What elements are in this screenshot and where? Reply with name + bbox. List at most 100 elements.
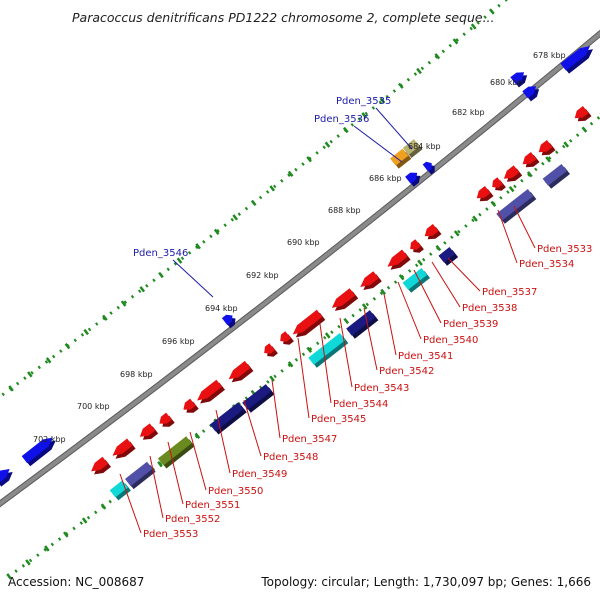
label-leader-line — [167, 441, 184, 505]
label-leader-line — [172, 259, 214, 298]
reverse-gene-label: Pden_3553 — [143, 529, 198, 540]
reverse-gene-label: Pden_3538 — [462, 303, 517, 314]
cog-box — [402, 268, 430, 293]
cog-box — [209, 402, 247, 435]
reverse-gene-label: Pden_3533 — [537, 244, 592, 255]
reverse-gene-arrow — [264, 343, 278, 357]
forward-gene-arrow — [560, 46, 593, 74]
map-title: Paracoccus denitrificans PD1222 chromoso… — [72, 10, 495, 25]
label-leader-line — [189, 431, 207, 491]
cog-box — [346, 310, 379, 339]
forward-gene-arrow — [405, 172, 421, 187]
cog-box — [402, 139, 423, 158]
label-leader-line — [447, 257, 481, 292]
cog-box — [242, 384, 275, 413]
ruler-tick-label: 702 kbp — [33, 435, 66, 444]
cog-box — [308, 333, 349, 368]
forward-gene-arrow — [510, 72, 528, 88]
reverse-gene-label: Pden_3547 — [282, 434, 337, 445]
reverse-gene-label: Pden_3543 — [354, 383, 409, 394]
ruler-tick-label: 696 kbp — [162, 337, 195, 346]
reverse-gene-arrow — [360, 271, 382, 290]
reverse-gene-label: Pden_3549 — [232, 469, 287, 480]
inner-major-ticks — [6, 112, 600, 580]
cog-box — [157, 436, 195, 469]
forward-gene-arrow — [221, 314, 236, 329]
reverse-gene-arrow — [91, 456, 111, 475]
backbone-layer — [0, 29, 600, 508]
label-leader-line — [319, 323, 332, 404]
reverse-gene-arrow — [280, 331, 294, 345]
ruler-tick-label: 692 kbp — [246, 271, 279, 280]
label-leader-line — [215, 409, 231, 474]
cog-box — [438, 247, 459, 266]
label-leader-line — [375, 107, 413, 150]
reverse-gene-label: Pden_3550 — [208, 486, 263, 497]
ruler-tick-label: 682 kbp — [452, 108, 485, 117]
cog-box — [542, 164, 570, 189]
label-leader-line — [383, 293, 397, 356]
reverse-gene-arrow — [476, 186, 494, 202]
cog-box — [496, 189, 537, 224]
cog-box — [390, 148, 412, 169]
outer-ruler — [0, 0, 509, 399]
reverse-gene-label: Pden_3541 — [398, 351, 453, 362]
reverse-gene-arrow — [503, 165, 523, 182]
label-leader-line — [431, 261, 461, 308]
backbone — [0, 30, 600, 507]
reverse-gene-label: Pden_3542 — [379, 366, 434, 377]
reverse-gene-label: Pden_3545 — [311, 414, 366, 425]
reverse-gene-arrow — [522, 152, 540, 168]
reverse-gene-arrow — [387, 249, 411, 270]
reverse-gene-label: Pden_3551 — [185, 500, 240, 511]
reverse-gene-arrow — [183, 398, 199, 413]
ruler-tick-label: 680 kbp — [490, 78, 523, 87]
cog-box — [125, 461, 156, 490]
forward-gene-arrow — [21, 437, 56, 467]
reverse-gene-arrow — [574, 106, 592, 122]
ruler-tick-label: 694 kbp — [205, 304, 238, 313]
ruler-tick-label: 686 kbp — [369, 174, 402, 183]
ruler-tick-label: 698 kbp — [120, 370, 153, 379]
reverse-gene-label: Pden_3534 — [519, 259, 574, 270]
reverse-gene-arrow — [292, 309, 326, 338]
reverse-gene-arrow — [538, 140, 556, 156]
reverse-gene-label: Pden_3540 — [423, 335, 478, 346]
accession-text: Accession: NC_008687 — [8, 575, 145, 589]
label-leader-line — [513, 205, 536, 249]
reverse-gene-label: Pden_3548 — [263, 452, 318, 463]
reverse-gene-arrow — [112, 438, 136, 459]
reverse-gene-label: Pden_3552 — [165, 514, 220, 525]
ruler-tick-label: 678 kbp — [533, 51, 566, 60]
reverse-gene-label: Pden_3539 — [443, 319, 498, 330]
forward-gene-label: Pden_3546 — [133, 248, 188, 259]
label-leader-line — [413, 269, 442, 324]
forward-gene-arrow — [0, 469, 13, 487]
ruler-tick-label: 688 kbp — [328, 206, 361, 215]
cog-box — [109, 480, 131, 501]
label-leader-line — [363, 307, 378, 371]
reverse-gene-arrow — [228, 360, 254, 383]
label-leader-line — [339, 317, 353, 388]
ruler-tick-label: 684 kbp — [408, 142, 441, 151]
label-leader-line — [353, 125, 403, 163]
reverse-gene-arrow — [424, 224, 442, 240]
label-leader-line — [497, 209, 518, 264]
reverse-gene-arrow — [139, 423, 159, 440]
ruler-tick-label: 700 kbp — [77, 402, 110, 411]
label-leader-line — [397, 281, 422, 340]
label-leader-line — [271, 379, 281, 439]
label-leader-line — [119, 473, 142, 534]
label-leaders — [119, 107, 536, 534]
reverse-gene-arrow — [197, 379, 225, 404]
reverse-gene-label: Pden_3537 — [482, 287, 537, 298]
reverse-gene-arrow — [331, 288, 359, 311]
outer-major-ticks — [0, 0, 511, 401]
forward-gene-label: Pden_3535 — [336, 96, 391, 107]
label-leader-line — [243, 399, 262, 457]
genome-summary-text: Topology: circular; Length: 1,730,097 bp… — [261, 575, 591, 589]
gene-layer — [0, 46, 593, 501]
label-leader-line — [297, 337, 310, 419]
reverse-gene-label: Pden_3544 — [333, 399, 388, 410]
